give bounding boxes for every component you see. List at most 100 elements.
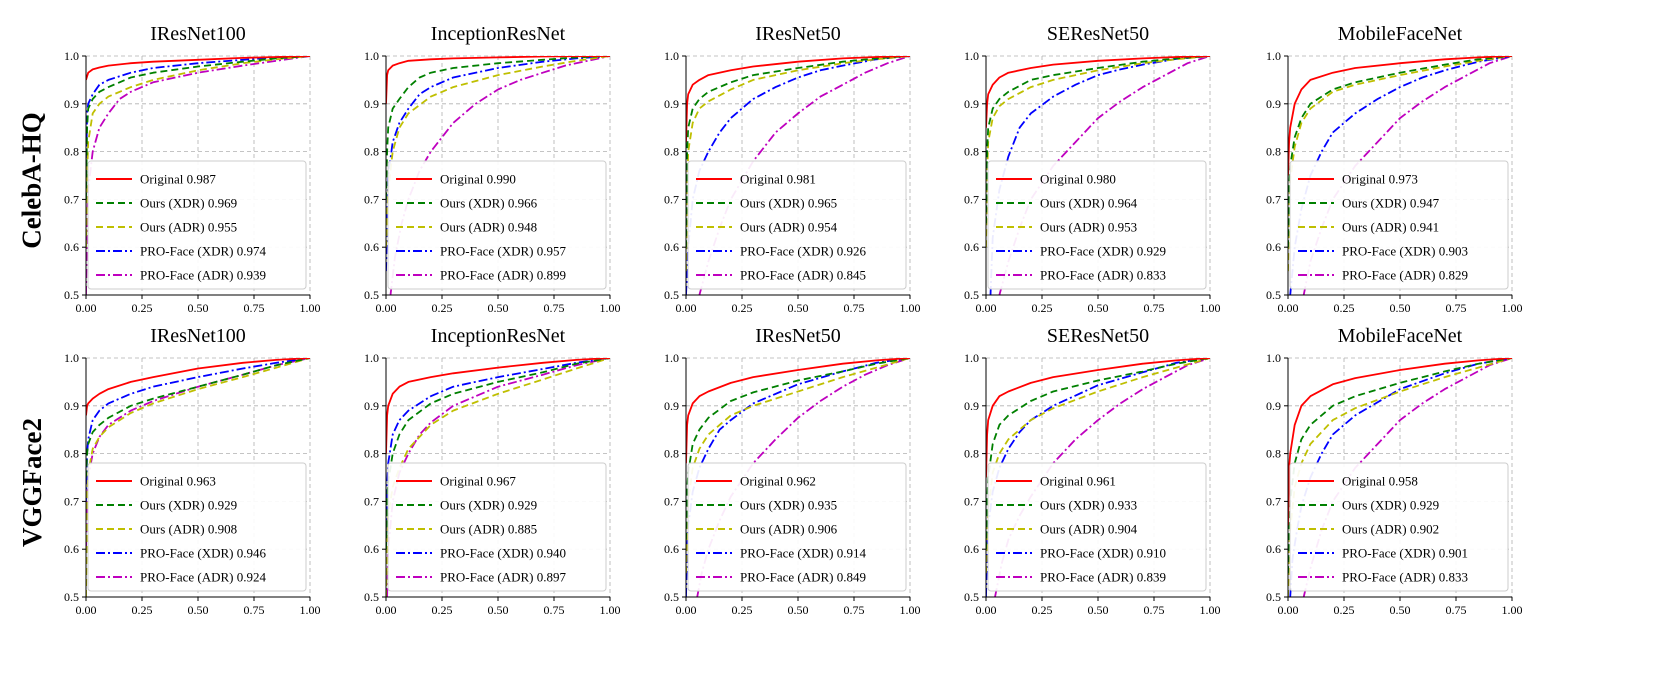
y-tick-label: 0.5	[964, 288, 979, 302]
series-line-original	[686, 358, 910, 464]
x-tick-label: 0.50	[788, 301, 809, 315]
legend-entry-label: Original 0.987	[140, 172, 216, 187]
x-tick-label: 0.50	[1088, 603, 1109, 617]
x-tick-label: 0.50	[1390, 603, 1411, 617]
x-tick-label: 0.75	[1144, 301, 1165, 315]
legend-entry-label: PRO-Face (XDR) 0.929	[1040, 244, 1166, 259]
y-tick-label: 0.6	[1266, 542, 1281, 556]
y-tick-label: 1.0	[1266, 49, 1281, 63]
chart-title: MobileFaceNet	[1338, 23, 1463, 45]
x-tick-label: 1.00	[900, 603, 921, 617]
y-tick-label: 0.7	[1266, 192, 1281, 206]
y-tick-label: 0.8	[364, 145, 379, 159]
series-line-pro-face-adr	[1302, 358, 1512, 597]
series-line-original	[86, 358, 310, 416]
y-tick-label: 0.7	[364, 494, 379, 508]
legend-entry-label: PRO-Face (XDR) 0.957	[440, 244, 567, 259]
x-tick-label: 1.00	[1502, 301, 1523, 315]
series-line-original	[86, 56, 310, 81]
y-tick-label: 0.6	[364, 240, 379, 254]
legend: Original 0.973 Ours (XDR) 0.947 Ours (ADR)…	[1289, 160, 1509, 290]
y-tick-label: 0.5	[364, 590, 379, 604]
y-tick-label: 0.7	[964, 494, 979, 508]
legend-entry-label: PRO-Face (ADR) 0.845	[740, 268, 866, 283]
y-tick-label: 0.6	[64, 240, 79, 254]
x-tick-label: 0.00	[1278, 603, 1299, 617]
x-tick-label: 1.00	[600, 603, 621, 617]
y-tick-label: 1.0	[1266, 351, 1281, 365]
y-tick-label: 0.6	[64, 542, 79, 556]
series-line-ours-adr	[1288, 56, 1512, 272]
legend-entry-label: Ours (XDR) 0.929	[140, 498, 237, 513]
x-tick-label: 1.00	[1200, 603, 1221, 617]
roc-chart-celeba-hq-inceptionresnet: InceptionResNet 0.00 0.25 0.50 0.75 1.00 0.5 0.…	[364, 23, 621, 315]
legend-entry-label: PRO-Face (ADR) 0.833	[1342, 570, 1468, 585]
x-tick-label: 0.00	[676, 603, 697, 617]
series-line-ours-xdr	[86, 358, 310, 478]
legend-entry-label: Ours (ADR) 0.902	[1342, 522, 1439, 537]
legend-entry-label: Original 0.958	[1342, 474, 1418, 489]
x-tick-label: 0.25	[432, 603, 453, 617]
y-tick-label: 0.8	[64, 447, 79, 461]
legend-entry-label: Original 0.980	[1040, 172, 1116, 187]
x-tick-label: 0.75	[1144, 603, 1165, 617]
x-tick-label: 1.00	[1502, 603, 1523, 617]
legend: Original 0.967 Ours (XDR) 0.929 Ours (ADR)…	[387, 462, 607, 592]
series-line-ours-xdr	[686, 56, 910, 248]
legend-entry-label: Ours (XDR) 0.935	[740, 498, 837, 513]
x-tick-label: 0.75	[544, 301, 565, 315]
legend-entry-label: Original 0.981	[740, 172, 816, 187]
legend-box	[1289, 462, 1509, 592]
y-tick-label: 1.0	[964, 49, 979, 63]
series-line-original	[986, 56, 1210, 128]
legend-entry-label: Ours (XDR) 0.966	[440, 196, 538, 211]
series-line-pro-face-xdr	[1289, 358, 1512, 597]
legend-entry-label: PRO-Face (XDR) 0.914	[740, 546, 867, 561]
series-line-ours-xdr	[686, 358, 910, 540]
legend-box	[987, 462, 1207, 592]
legend-entry-label: PRO-Face (ADR) 0.939	[140, 268, 266, 283]
y-tick-label: 0.8	[664, 447, 679, 461]
legend-entry-label: Original 0.961	[1040, 474, 1116, 489]
series-line-ours-adr	[86, 56, 310, 248]
legend-entry-label: Ours (ADR) 0.948	[440, 220, 537, 235]
legend-entry-label: Ours (ADR) 0.908	[140, 522, 237, 537]
y-tick-label: 0.7	[1266, 494, 1281, 508]
y-tick-label: 0.8	[964, 145, 979, 159]
x-tick-label: 0.75	[1446, 603, 1467, 617]
legend-box	[1289, 160, 1509, 290]
x-tick-label: 0.75	[544, 603, 565, 617]
legend-entry-label: PRO-Face (XDR) 0.946	[140, 546, 267, 561]
legend-entry-label: Ours (XDR) 0.969	[140, 196, 237, 211]
series-line-pro-face-xdr	[386, 56, 610, 272]
x-tick-label: 0.00	[976, 603, 997, 617]
y-tick-label: 0.5	[364, 288, 379, 302]
chart-title: SEResNet50	[1047, 325, 1149, 347]
y-tick-label: 0.7	[364, 192, 379, 206]
y-tick-label: 0.9	[364, 97, 379, 111]
y-tick-label: 0.7	[64, 494, 79, 508]
legend-entry-label: Original 0.967	[440, 474, 516, 489]
series-line-original	[986, 358, 1210, 478]
legend-entry-label: PRO-Face (XDR) 0.974	[140, 244, 267, 259]
x-tick-label: 0.25	[1032, 603, 1053, 617]
legend-entry-label: Ours (ADR) 0.955	[140, 220, 237, 235]
legend-entry-label: Ours (XDR) 0.965	[740, 196, 837, 211]
legend-entry-label: PRO-Face (XDR) 0.901	[1342, 546, 1468, 561]
legend-entry-label: Ours (XDR) 0.929	[440, 498, 537, 513]
legend: Original 0.963 Ours (XDR) 0.929 Ours (ADR)…	[87, 462, 307, 592]
y-tick-label: 0.5	[64, 288, 79, 302]
legend-entry-label: PRO-Face (XDR) 0.940	[440, 546, 566, 561]
y-tick-label: 0.9	[64, 399, 79, 413]
legend-entry-label: Ours (XDR) 0.947	[1342, 196, 1440, 211]
x-tick-label: 0.00	[376, 301, 397, 315]
roc-chart-vggface2-inceptionresnet: InceptionResNet 0.00 0.25 0.50 0.75 1.00 0.5 0.…	[364, 325, 621, 617]
chart-title: IResNet100	[150, 325, 246, 347]
x-tick-label: 1.00	[600, 301, 621, 315]
y-tick-label: 0.7	[964, 192, 979, 206]
legend-entry-label: PRO-Face (XDR) 0.903	[1342, 244, 1468, 259]
y-tick-label: 0.6	[964, 542, 979, 556]
legend-entry-label: PRO-Face (XDR) 0.910	[1040, 546, 1166, 561]
chart-title: InceptionResNet	[431, 23, 566, 45]
legend-entry-label: Ours (XDR) 0.933	[1040, 498, 1137, 513]
